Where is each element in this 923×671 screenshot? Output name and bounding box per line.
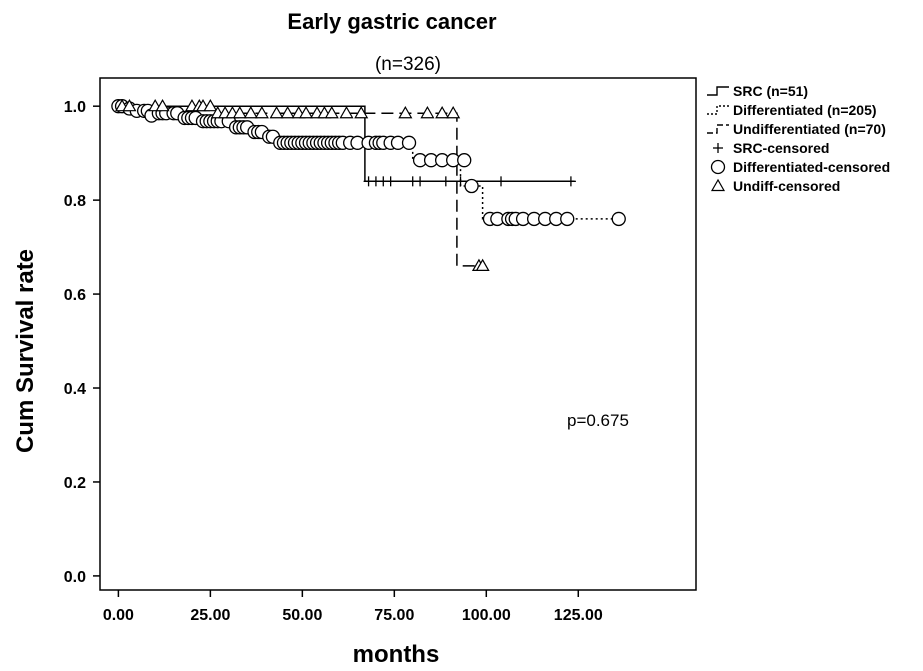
censor-triangle-marker <box>269 106 284 119</box>
censor-triangle-marker <box>475 258 490 271</box>
legend-label: Undifferentiated (n=70) <box>733 121 886 137</box>
series-group-3 <box>118 105 483 267</box>
legend-line-swatch <box>707 86 729 96</box>
x-tick-label: 50.00 <box>282 607 322 624</box>
legend: SRC (n=51) Differentiated (n=205) Undiffer… <box>707 83 890 194</box>
legend-label: Undiff-censored <box>733 178 840 194</box>
p-value-annotation: p=0.675 <box>567 411 629 430</box>
y-axis: 0.0 0.2 0.4 0.6 0.8 1.0 <box>64 99 100 586</box>
censor-triangle-marker <box>435 106 450 119</box>
censor-group-1 <box>363 176 576 187</box>
censor-triangle-marker <box>243 106 258 119</box>
censor-plus-marker <box>565 176 576 187</box>
x-axis: 0.00 25.00 50.00 75.00 100.00 125.00 <box>103 590 603 624</box>
y-axis-label: Cum Survival rate <box>12 249 39 453</box>
censor-triangle-marker <box>122 98 137 112</box>
censor-triangle-marker <box>398 106 413 119</box>
censor-circle-marker <box>560 211 575 227</box>
y-tick-label: 0.8 <box>64 193 86 210</box>
censor-triangle-marker <box>420 106 435 119</box>
censor-group-2 <box>111 99 626 227</box>
censor-triangle-marker <box>298 106 314 119</box>
censor-plus-marker <box>496 176 507 187</box>
censor-triangle-marker <box>324 106 339 119</box>
x-axis-label: months <box>353 641 440 666</box>
y-tick-label: 0.4 <box>64 381 86 398</box>
censor-triangle-marker <box>710 178 726 192</box>
legend-line-swatch <box>707 105 729 115</box>
series-layer <box>111 98 626 271</box>
censor-triangle-marker <box>446 106 461 119</box>
plot-area <box>99 77 697 591</box>
censor-triangle-marker <box>354 106 369 119</box>
x-tick-label: 100.00 <box>462 607 511 624</box>
censor-triangle-marker <box>254 106 269 119</box>
x-tick-label: 125.00 <box>554 607 603 624</box>
y-tick-label: 0.6 <box>64 287 86 304</box>
censor-triangle-marker <box>203 98 218 112</box>
y-tick-label: 0.0 <box>64 569 86 586</box>
censor-plus-marker <box>440 176 451 187</box>
chart-title: Early gastric cancer <box>287 9 497 34</box>
censor-plus-marker <box>713 143 723 153</box>
censor-circle-marker <box>611 211 626 227</box>
censor-circle-marker <box>710 159 726 175</box>
censor-circle-marker <box>457 153 472 168</box>
legend-label: SRC-censored <box>733 140 829 156</box>
legend-label: Differentiated (n=205) <box>733 102 877 118</box>
y-tick-label: 0.2 <box>64 475 86 492</box>
series-line <box>118 105 483 267</box>
censor-plus-marker <box>455 176 466 187</box>
x-tick-label: 25.00 <box>190 607 230 624</box>
x-tick-label: 75.00 <box>374 607 414 624</box>
censor-plus-marker <box>415 176 426 187</box>
y-tick-label: 1.0 <box>64 99 86 116</box>
censor-plus-marker <box>385 176 396 187</box>
censor-circle-marker <box>464 178 479 194</box>
x-tick-label: 0.00 <box>103 607 134 624</box>
censor-triangle-marker <box>339 106 354 119</box>
censor-group-3 <box>115 98 490 271</box>
censor-triangle-marker <box>155 98 170 112</box>
censor-triangle-marker <box>280 106 295 119</box>
censor-triangle-marker <box>232 106 247 119</box>
legend-label: SRC (n=51) <box>733 83 808 99</box>
legend-line-swatch <box>707 124 729 134</box>
legend-label: Differentiated-censored <box>733 159 890 175</box>
censor-circle-marker <box>401 135 417 150</box>
chart-subtitle: (n=326) <box>375 54 441 75</box>
